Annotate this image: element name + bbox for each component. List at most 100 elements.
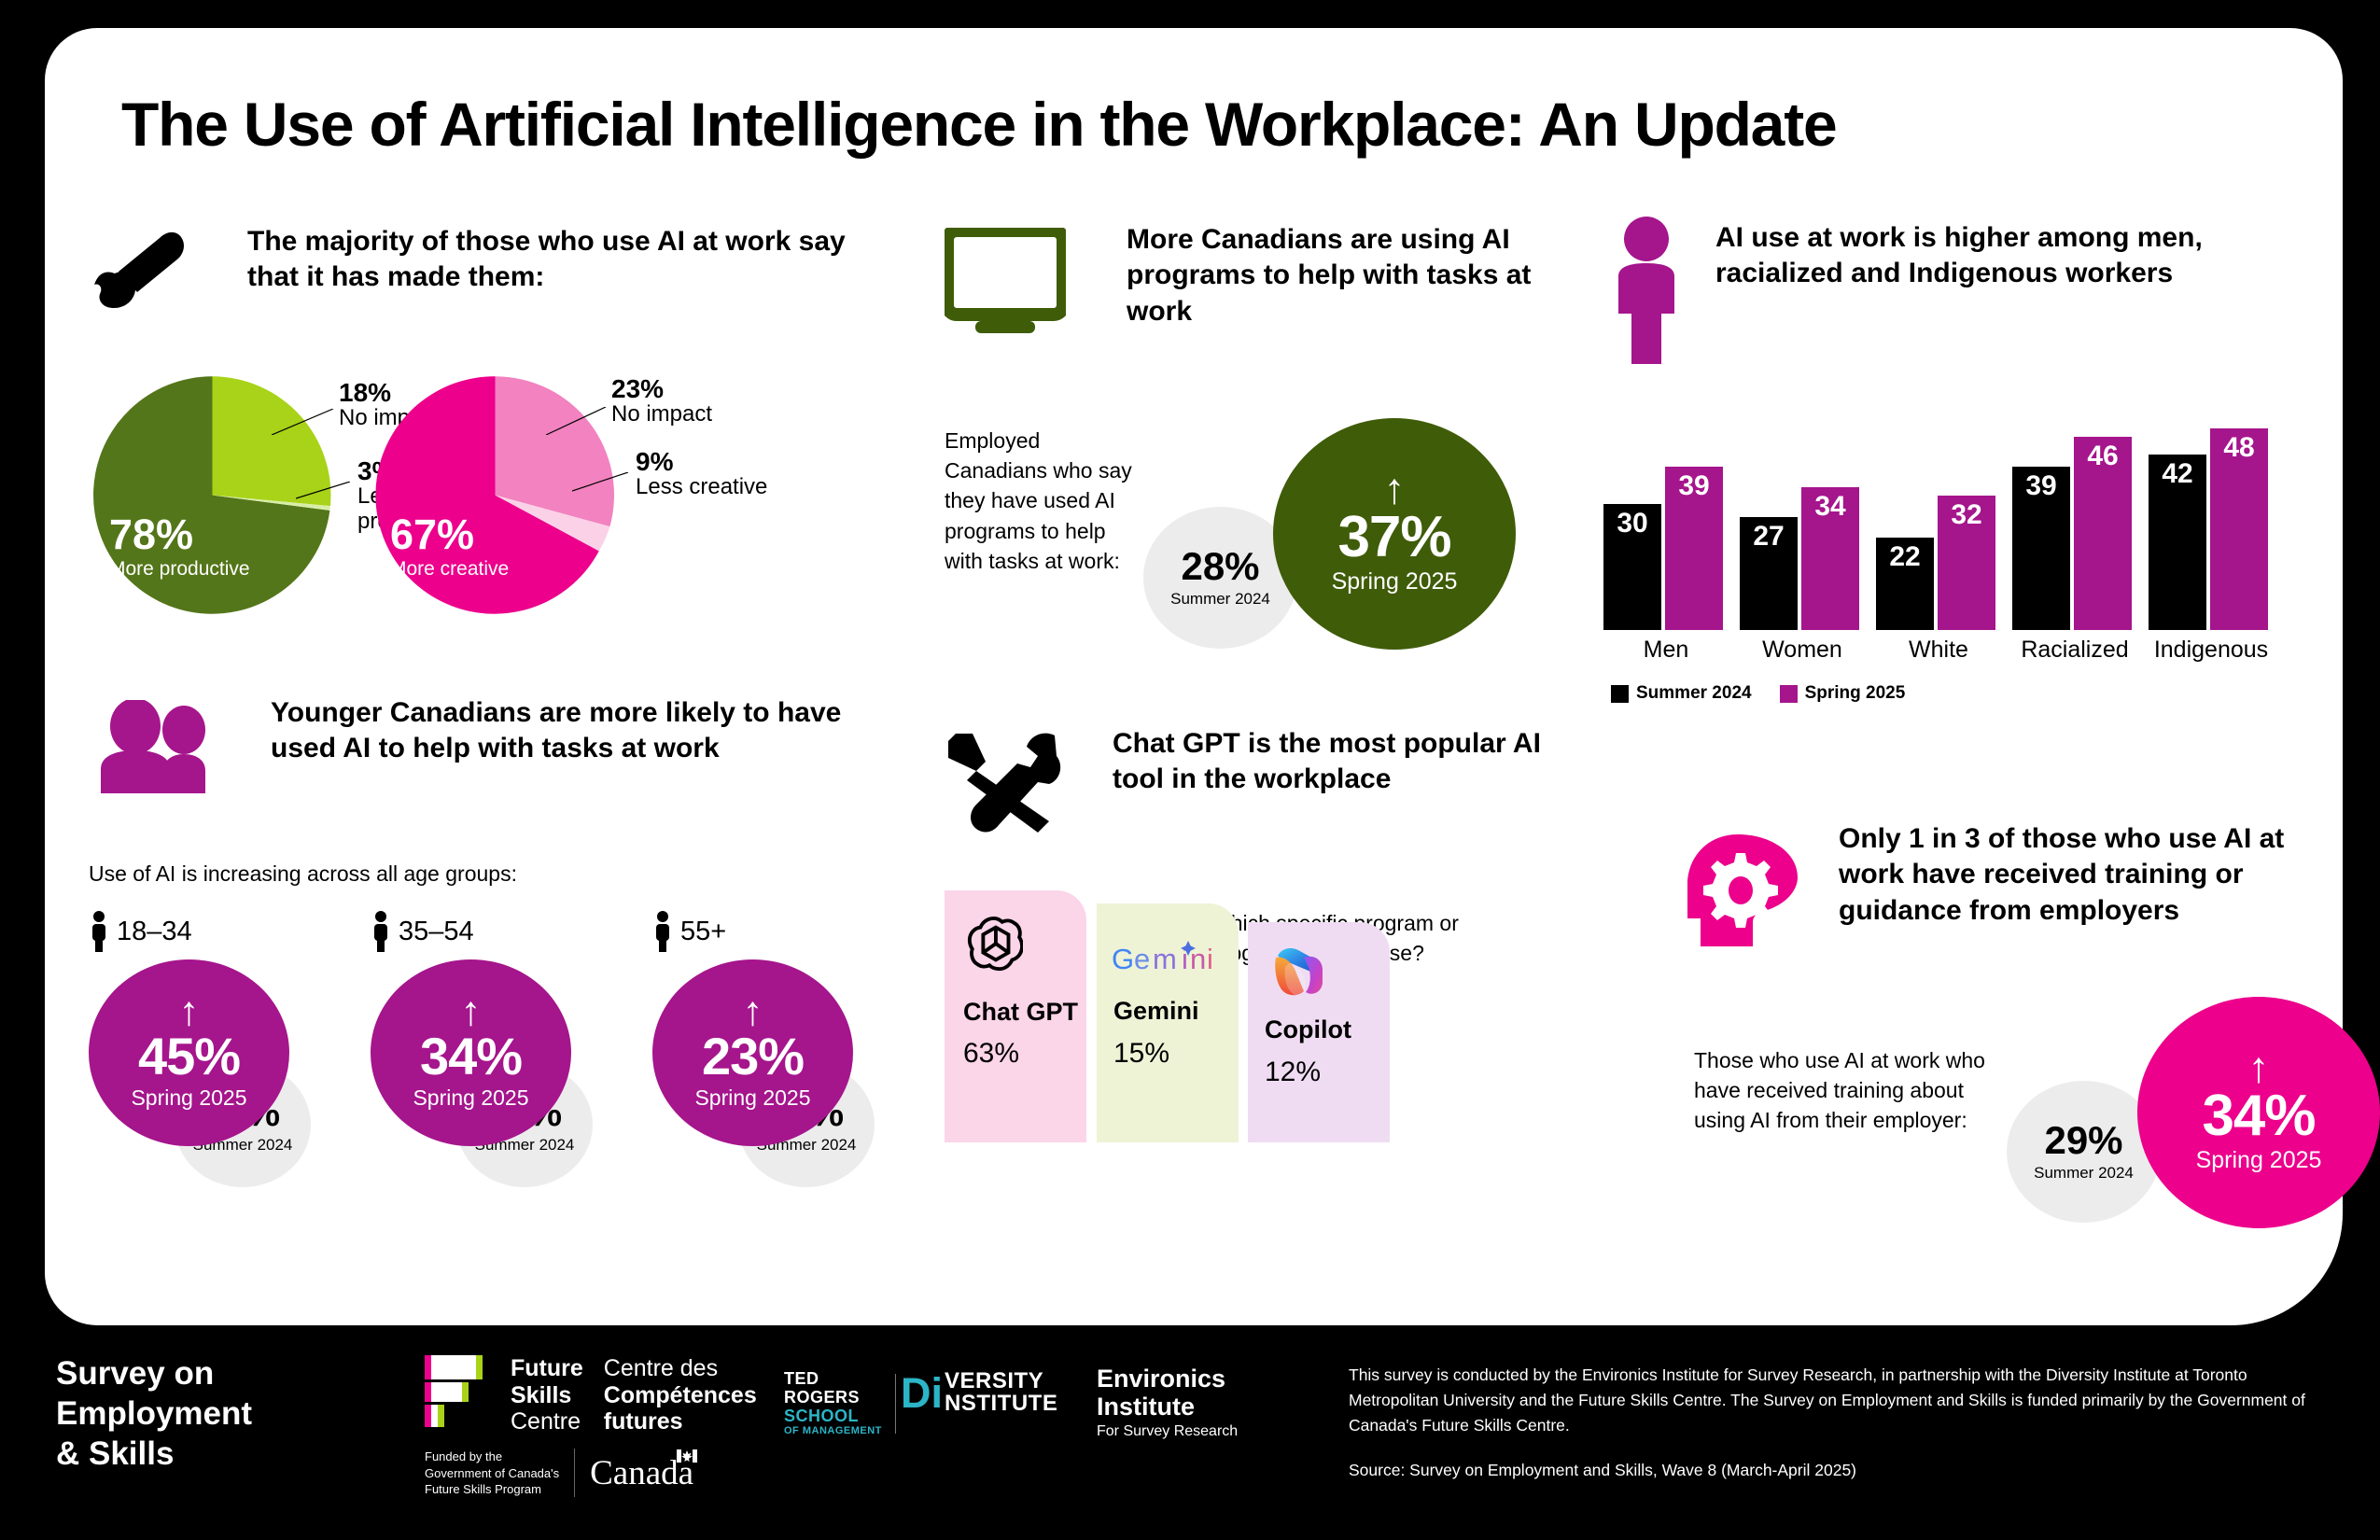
bar-value: 46 bbox=[2087, 441, 2119, 471]
training-spring2025: ↑ 34% Spring 2025 bbox=[2137, 997, 2380, 1228]
person-icon bbox=[1618, 217, 1674, 364]
up-arrow-icon: ↑ bbox=[742, 988, 763, 1035]
person-icon bbox=[92, 911, 105, 952]
diversity-di: Di bbox=[901, 1368, 943, 1417]
bar-spring2025: 48 bbox=[2210, 428, 2268, 630]
pie-green-value: 78% bbox=[109, 511, 194, 558]
leader-line-green-1 bbox=[272, 409, 334, 435]
legend-label: Summer 2024 bbox=[1636, 683, 1752, 703]
age-55plus-spring2025: ↑ 23% Spring 2025 bbox=[652, 959, 853, 1146]
trsm-line1: TED bbox=[784, 1369, 819, 1388]
bar-summer2024: 42 bbox=[2149, 455, 2206, 630]
diversity-line1: VERSITY bbox=[945, 1368, 1044, 1393]
section-usage-body: Employed Canadians who say they have use… bbox=[945, 428, 1132, 573]
bar-spring2025: 34 bbox=[1801, 487, 1859, 630]
future-skills-centre-logo: Future Skills Centre Centre des Compéten… bbox=[425, 1355, 757, 1435]
label: Summer 2024 bbox=[2034, 1164, 2134, 1182]
age-35-54-spring2025: ↑ 34% Spring 2025 bbox=[371, 959, 571, 1146]
trsm-line2: ROGERS bbox=[784, 1387, 861, 1407]
callout-pink-no-impact-value: 23% bbox=[611, 374, 665, 403]
fsc-en-line3: Centre bbox=[511, 1408, 581, 1435]
person-icon bbox=[656, 911, 669, 952]
callout-pink-less-creative-label: Less creative bbox=[636, 474, 768, 500]
value: 28% bbox=[1181, 544, 1260, 588]
bar-value: 27 bbox=[1753, 521, 1785, 552]
bar-group-women: 27 34 Women bbox=[1740, 420, 1865, 663]
bar-summer2024: 27 bbox=[1740, 517, 1798, 630]
bar-category-label: Men bbox=[1643, 637, 1689, 663]
training-summer2024: 29% Summer 2024 bbox=[2007, 1081, 2161, 1223]
age-group-label: 35–54 bbox=[399, 916, 474, 946]
openai-logo-icon bbox=[967, 916, 1023, 972]
bar-value: 30 bbox=[1617, 508, 1648, 539]
bar-group-indigenous: 42 48 Indigenous bbox=[2149, 420, 2274, 663]
svg-text:G: G bbox=[1112, 943, 1134, 975]
program-card-copilot: Copilot 12% bbox=[1248, 922, 1390, 1142]
program-name: Chat GPT bbox=[963, 998, 1079, 1026]
bar-spring2025: 46 bbox=[2074, 437, 2132, 630]
value: 23% bbox=[701, 1026, 805, 1085]
bar-spring2025: 39 bbox=[1665, 467, 1723, 630]
section-age-heading: Younger Canadians are more likely to hav… bbox=[271, 697, 842, 764]
footer-note: This survey is conducted by the Environi… bbox=[1349, 1365, 2305, 1435]
program-name: Copilot bbox=[1265, 1015, 1351, 1043]
pie-chart-creativity: 67% More creative bbox=[371, 371, 619, 619]
two-people-icon bbox=[101, 700, 205, 793]
svg-text:i: i bbox=[1182, 943, 1188, 975]
fsc-en-line2: Skills bbox=[511, 1381, 572, 1408]
head-gear-icon bbox=[1687, 834, 1798, 946]
svg-text:n: n bbox=[1190, 943, 1206, 975]
ted-rogers-school-logo: TED ROGERS SCHOOL OF MANAGEMENT bbox=[784, 1369, 896, 1436]
legend-item-spring2025: Spring 2025 bbox=[1779, 683, 1905, 704]
callout-pink-no-impact: 23% No impact bbox=[611, 375, 775, 427]
svg-text:m: m bbox=[1153, 943, 1177, 975]
bar-group-men: 30 39 Men bbox=[1603, 420, 1729, 663]
diversity-institute-logo: Di VERSITY NSTITUTE bbox=[901, 1368, 1058, 1417]
age-18-34-spring2025: ↑ 45% Spring 2025 bbox=[89, 959, 289, 1146]
label: Spring 2025 bbox=[694, 1085, 811, 1110]
bar-value: 39 bbox=[2025, 470, 2057, 501]
diversity-line2: NSTITUTE bbox=[945, 1391, 1058, 1417]
leader-line-green-2 bbox=[296, 482, 351, 499]
legend-item-summer2024: Summer 2024 bbox=[1611, 683, 1752, 704]
fsc-fr-line2: Compétences bbox=[603, 1381, 757, 1408]
bar-category-label: Indigenous bbox=[2153, 637, 2269, 663]
legend-swatch bbox=[1611, 684, 1629, 703]
callout-green-no-impact-value: 18% bbox=[339, 378, 392, 407]
tools-icon bbox=[948, 733, 1061, 833]
environics-line1: Environics bbox=[1097, 1365, 1226, 1393]
value: 37% bbox=[1337, 504, 1451, 569]
callout-pink-no-impact-label: No impact bbox=[611, 401, 713, 427]
bar-value: 22 bbox=[1889, 541, 1921, 572]
svg-text:i: i bbox=[1207, 943, 1213, 975]
pie-chart-productivity: 78% More productive bbox=[89, 371, 336, 619]
svg-text:e: e bbox=[1134, 943, 1150, 975]
program-card-gemini: G e m i n i Gemini 15% bbox=[1097, 903, 1239, 1142]
bar-chart-demographics: 30 39 Men 27 34 Women 22 32 White 39 46 … bbox=[1603, 413, 2294, 669]
up-arrow-icon: ↑ bbox=[1383, 464, 1406, 513]
pie-pink-value: 67% bbox=[390, 511, 475, 558]
legend-swatch bbox=[1779, 684, 1798, 703]
value: 34% bbox=[2202, 1083, 2316, 1148]
monitor-icon bbox=[945, 228, 1066, 333]
usage-spring2025: ↑ 37% Spring 2025 bbox=[1273, 418, 1516, 650]
leader-line-pink-1 bbox=[546, 407, 607, 435]
up-arrow-icon: ↑ bbox=[178, 988, 200, 1035]
bar-group-white: 22 32 White bbox=[1876, 420, 2001, 663]
paintbrush-icon bbox=[94, 231, 184, 309]
program-value: 63% bbox=[963, 1038, 1020, 1069]
label: Spring 2025 bbox=[131, 1085, 247, 1110]
canada-wordmark: Canada bbox=[590, 1453, 694, 1492]
label: Summer 2024 bbox=[1170, 590, 1270, 608]
bar-summer2024: 22 bbox=[1876, 538, 1934, 630]
up-arrow-icon: ↑ bbox=[2247, 1043, 2270, 1092]
section-training-body: Those who use AI at work who have receiv… bbox=[1694, 1048, 1985, 1133]
bar-spring2025: 32 bbox=[1938, 496, 1995, 630]
pie-green-center: 78% More productive bbox=[109, 513, 250, 580]
fsc-fr-line1: Centre des bbox=[603, 1355, 719, 1381]
environics-line3: For Survey Research bbox=[1097, 1423, 1239, 1440]
copilot-logo-icon bbox=[1275, 948, 1323, 996]
value: 45% bbox=[137, 1026, 241, 1085]
page-title: The Use of Artificial Intelligence in th… bbox=[121, 90, 1838, 159]
gemini-logo-icon: G e m i n i bbox=[1112, 941, 1213, 975]
